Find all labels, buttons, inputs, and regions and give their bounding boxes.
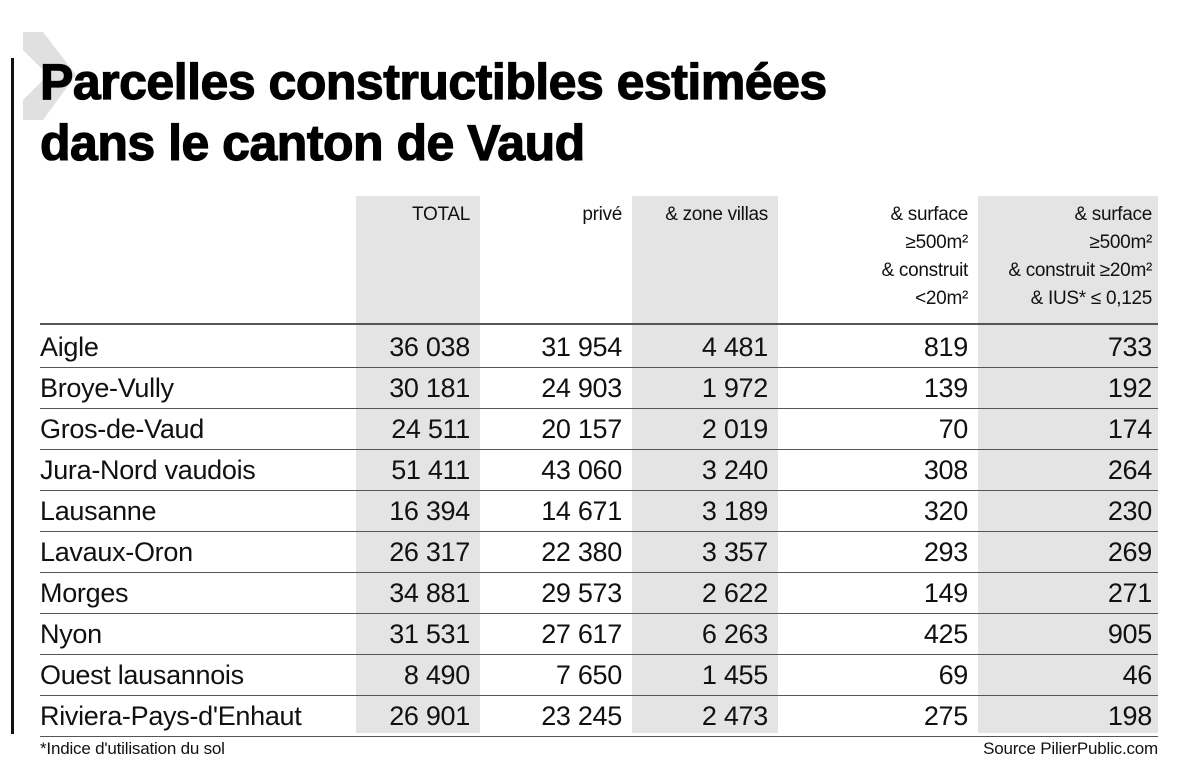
title-line-2: dans le canton de Vaud (39, 114, 585, 171)
source-credit: Source PilierPublic.com (983, 739, 1158, 758)
cell-surface-lt20: 819 (923, 332, 968, 362)
table-row: Gros-de-Vaud 24 511 20 157 2 019 70 174 (40, 409, 1158, 450)
cell-ius: 230 (1107, 496, 1152, 526)
title-line-1: Parcelles constructibles estimées (39, 53, 827, 110)
row-name: Broye-Vully (40, 373, 174, 403)
cell-total: 31 531 (389, 619, 470, 649)
header-zone-villas: & zone villas (665, 204, 768, 225)
cell-villas: 4 481 (701, 332, 768, 362)
table-header: TOTAL privé & zone villas & surface ≥500… (40, 196, 1158, 325)
row-name: Gros-de-Vaud (40, 414, 204, 444)
cell-prive: 7 650 (555, 660, 622, 690)
table-row: Lavaux-Oron 26 317 22 380 3 357 293 269 (40, 532, 1158, 573)
cell-total: 51 411 (391, 455, 470, 485)
cell-prive: 22 380 (541, 537, 622, 567)
cell-ius: 264 (1107, 455, 1152, 485)
cell-ius: 269 (1107, 537, 1152, 567)
cell-surface-lt20: 139 (923, 373, 968, 403)
header-prive: privé (582, 204, 622, 225)
row-name: Lavaux-Oron (40, 537, 193, 567)
cell-total: 26 901 (389, 701, 470, 731)
chevron-icon (23, 32, 76, 120)
table-row: Jura-Nord vaudois 51 411 43 060 3 240 30… (40, 450, 1158, 491)
cell-prive: 20 157 (541, 414, 622, 444)
cell-villas: 3 240 (701, 455, 768, 485)
cell-ius: 271 (1107, 578, 1152, 608)
cell-ius: 198 (1107, 701, 1152, 731)
cell-surface-lt20: 69 (938, 660, 969, 690)
cell-villas: 3 357 (701, 537, 768, 567)
row-name: Lausanne (40, 496, 157, 526)
cell-ius: 46 (1122, 660, 1153, 690)
cell-villas: 2 473 (701, 701, 768, 731)
shaded-column-villas (632, 196, 778, 733)
row-name: Jura-Nord vaudois (40, 455, 256, 485)
table-row: Broye-Vully 30 181 24 903 1 972 139 192 (40, 368, 1158, 409)
cell-villas: 1 455 (701, 660, 768, 690)
row-name: Morges (40, 578, 129, 608)
cell-total: 8 490 (403, 660, 470, 690)
shaded-column-ius (978, 196, 1158, 733)
cell-ius: 192 (1107, 373, 1152, 403)
shaded-column-total (356, 196, 480, 733)
cell-villas: 6 263 (701, 619, 768, 649)
cell-surface-lt20: 70 (938, 414, 969, 444)
cell-total: 36 038 (389, 332, 470, 362)
cell-surface-lt20: 293 (923, 537, 968, 567)
cell-prive: 23 245 (541, 701, 622, 731)
row-name: Aigle (40, 332, 99, 362)
cell-total: 16 394 (389, 496, 470, 526)
table-row: Lausanne 16 394 14 671 3 189 320 230 (40, 491, 1158, 532)
cell-villas: 1 972 (701, 373, 768, 403)
table-row: Aigle 36 038 31 954 4 481 819 733 (40, 327, 1158, 368)
cell-surface-lt20: 275 (923, 701, 968, 731)
cell-villas: 2 019 (701, 414, 768, 444)
left-accent-bar (11, 58, 14, 734)
header-surface-construit-lt20: & surface ≥500m² & construit <20m² (881, 204, 969, 309)
cell-total: 30 181 (389, 373, 470, 403)
cell-total: 26 317 (389, 537, 470, 567)
header-surface-construit-ius: & surface ≥500m² & construit ≥20m² & IUS… (1008, 204, 1152, 309)
cell-villas: 3 189 (701, 496, 768, 526)
cell-villas: 2 622 (701, 578, 768, 608)
row-name: Nyon (40, 619, 102, 649)
cell-ius: 733 (1107, 332, 1152, 362)
cell-prive: 14 671 (541, 496, 622, 526)
cell-prive: 24 903 (541, 373, 622, 403)
cell-total: 34 881 (389, 578, 470, 608)
cell-ius: 905 (1107, 619, 1152, 649)
header-total: TOTAL (412, 204, 470, 225)
cell-surface-lt20: 149 (923, 578, 968, 608)
cell-surface-lt20: 320 (923, 496, 968, 526)
table-row: Riviera-Pays-d'Enhaut 26 901 23 245 2 47… (40, 696, 1158, 737)
cell-total: 24 511 (391, 414, 470, 444)
row-name: Riviera-Pays-d'Enhaut (40, 701, 302, 731)
footnote: *Indice d'utilisation du sol (40, 739, 225, 758)
cell-prive: 29 573 (541, 578, 622, 608)
cell-surface-lt20: 425 (923, 619, 968, 649)
table-row: Ouest lausannois 8 490 7 650 1 455 69 46 (40, 655, 1158, 696)
row-name: Ouest lausannois (40, 660, 244, 690)
cell-prive: 43 060 (541, 455, 622, 485)
cell-prive: 27 617 (541, 619, 622, 649)
page-title: Parcelles constructibles estimées dans l… (39, 52, 1040, 174)
cell-ius: 174 (1107, 414, 1152, 444)
table-row: Morges 34 881 29 573 2 622 149 271 (40, 573, 1158, 614)
cell-prive: 31 954 (541, 332, 622, 362)
table-row: Nyon 31 531 27 617 6 263 425 905 (40, 614, 1158, 655)
cell-surface-lt20: 308 (923, 455, 968, 485)
